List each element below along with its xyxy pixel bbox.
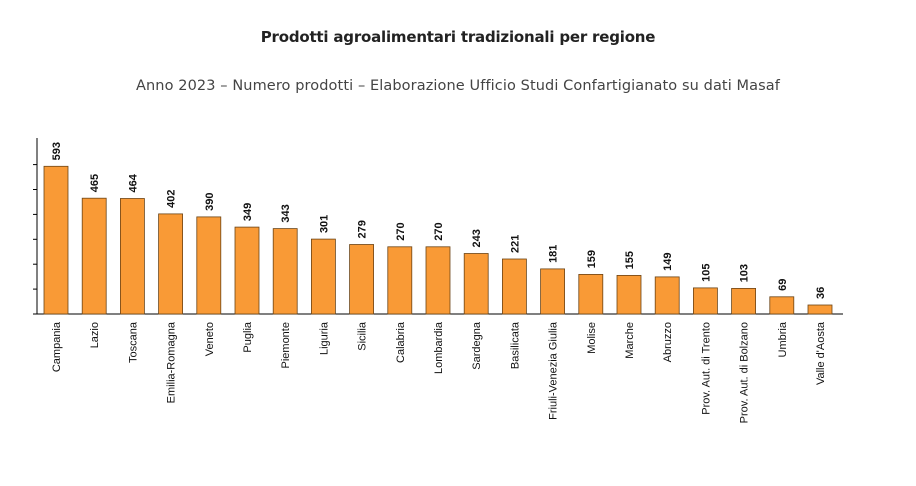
data-label: 105	[700, 263, 712, 281]
bar	[425, 246, 451, 315]
data-label: 349	[242, 203, 254, 221]
data-label: 159	[586, 250, 598, 268]
bar	[81, 197, 107, 315]
data-label: 221	[509, 235, 521, 253]
x-tick-label: Sardegna	[471, 321, 483, 370]
data-label: 343	[280, 204, 292, 222]
x-tick-label: Basilicata	[509, 321, 521, 369]
bar	[272, 228, 298, 315]
data-label: 103	[739, 264, 751, 282]
data-label: 270	[433, 222, 445, 240]
bar	[807, 304, 833, 315]
x-tick-label: Lazio	[89, 322, 101, 348]
data-label: 593	[51, 142, 63, 160]
data-label: 36	[815, 287, 827, 299]
data-label: 279	[357, 220, 369, 238]
x-tick-label: Sicilia	[357, 321, 369, 351]
x-tick-label: Piemonte	[280, 322, 292, 368]
data-label: 402	[166, 190, 178, 208]
bar	[501, 258, 527, 315]
bar	[616, 274, 642, 315]
x-tick-label: Valle d'Aosta	[815, 321, 827, 385]
chart-subtitle: Anno 2023 – Numero prodotti – Elaborazio…	[135, 78, 780, 94]
bar	[310, 238, 336, 315]
data-label: 464	[127, 173, 139, 192]
bar	[196, 216, 222, 315]
x-tick-label: Abruzzo	[662, 322, 674, 362]
x-tick-label: Prov. Aut. di Trento	[700, 322, 712, 415]
data-label: 69	[777, 279, 789, 291]
x-tick-label: Marche	[624, 322, 636, 359]
bar	[234, 226, 260, 315]
data-label: 149	[662, 253, 674, 271]
chart-title: Prodotti agroalimentari tradizionali per…	[260, 28, 656, 46]
x-tick-label: Lombardia	[433, 321, 445, 374]
x-tick-label: Prov. Aut. di Bolzano	[739, 322, 751, 423]
x-tick-label: Calabria	[395, 321, 407, 363]
bar	[349, 244, 375, 315]
bar	[463, 253, 489, 315]
x-tick-label: Puglia	[242, 321, 254, 352]
data-label: 465	[89, 174, 101, 192]
bar	[731, 287, 756, 315]
bar	[540, 268, 565, 315]
data-label: 181	[548, 245, 560, 263]
x-tick-label: Veneto	[204, 322, 216, 356]
bar	[693, 287, 718, 315]
x-tick-label: Campania	[51, 321, 63, 372]
x-tick-label: Friuli-Venezia Giulia	[548, 321, 560, 420]
bar	[158, 213, 184, 315]
bar	[769, 296, 795, 315]
x-tick-label: Molise	[586, 322, 598, 354]
data-label: 155	[624, 251, 636, 269]
bar	[387, 246, 413, 315]
data-label: 243	[471, 229, 483, 247]
data-label: 390	[204, 193, 216, 211]
bar	[654, 276, 680, 315]
bar	[43, 165, 69, 315]
x-tick-label: Liguria	[318, 321, 330, 355]
data-label: 270	[395, 222, 407, 240]
x-tick-label: Umbria	[777, 321, 789, 357]
bar	[120, 198, 145, 315]
data-label: 301	[318, 215, 330, 233]
x-tick-label: Toscana	[127, 321, 139, 363]
x-tick-label: Emilia-Romagna	[166, 321, 178, 403]
bar	[578, 273, 604, 315]
